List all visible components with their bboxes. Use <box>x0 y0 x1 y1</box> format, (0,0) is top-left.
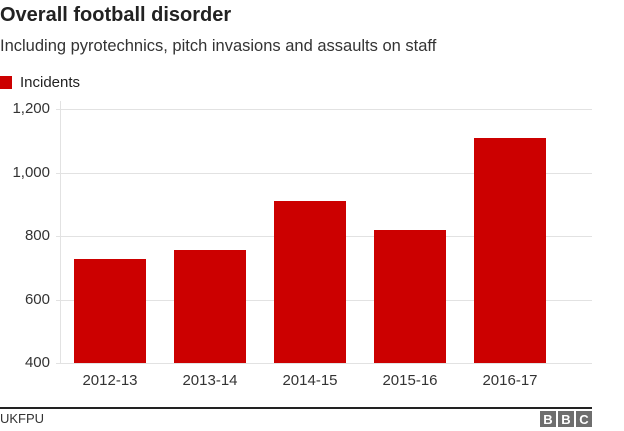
bar-2015-16 <box>374 230 446 363</box>
bar-2013-14 <box>174 250 246 363</box>
legend-swatch <box>0 75 12 89</box>
bbc-logo-letter: B <box>540 411 556 427</box>
x-tick-label: 2012-13 <box>82 372 138 389</box>
bar-2016-17 <box>474 138 546 363</box>
y-tick-label: 1,000 <box>12 164 50 181</box>
footer-rule <box>0 407 592 409</box>
chart-title: Overall football disorder <box>0 4 232 26</box>
legend-label: Incidents <box>20 73 81 91</box>
bbc-logo-letter: B <box>558 411 574 427</box>
y-tick-label: 600 <box>24 291 50 308</box>
y-tick-label: 1,200 <box>12 100 50 117</box>
gridline <box>56 363 592 364</box>
legend: Incidents <box>0 73 80 91</box>
gridline <box>56 109 592 110</box>
bar-2012-13 <box>74 259 146 363</box>
y-axis-line <box>60 101 61 363</box>
y-tick-label: 400 <box>24 354 50 371</box>
x-tick-label: 2016-17 <box>482 372 538 389</box>
chart-subtitle: Including pyrotechnics, pitch invasions … <box>0 37 437 55</box>
source-label: UKFPU <box>0 411 45 426</box>
y-tick-label: 800 <box>24 227 50 244</box>
x-tick-label: 2015-16 <box>382 372 438 389</box>
bar-2014-15 <box>274 201 346 363</box>
x-tick-label: 2014-15 <box>282 372 338 389</box>
x-tick-label: 2013-14 <box>182 372 238 389</box>
gridline <box>56 173 592 174</box>
plot-area: 400 600 800 1,000 1,200 2012-13 2013-14 2014-15… <box>12 100 592 389</box>
bbc-logo-letter: C <box>576 411 592 427</box>
bbc-logo: B B C <box>540 411 592 427</box>
